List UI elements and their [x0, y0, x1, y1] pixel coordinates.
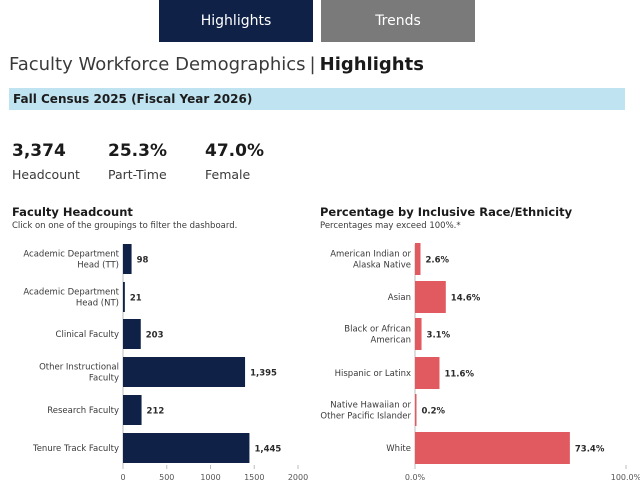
race-chart-subtitle: Percentages may exceed 100%.*	[320, 221, 461, 231]
race-category-label: Black or African	[344, 325, 411, 335]
race-bar	[415, 357, 440, 389]
race-chart-title: Percentage by Inclusive Race/Ethnicity	[320, 205, 573, 219]
headcount-tick-label: 1000	[200, 473, 220, 480]
headcount-bar[interactable]	[123, 282, 125, 312]
race-tick-label: 100.0%	[611, 473, 640, 480]
headcount-tick-label: 2000	[288, 473, 308, 480]
headcount-value-label: 98	[137, 256, 149, 266]
headcount-bar[interactable]	[123, 244, 132, 274]
kpi-female-label: Female	[205, 167, 251, 182]
headcount-category-label[interactable]: Head (TT)	[77, 261, 119, 271]
headcount-value-label: 1,445	[254, 445, 281, 455]
race-bar	[415, 394, 417, 426]
headcount-value-label: 1,395	[250, 369, 277, 379]
headcount-category-label[interactable]: Academic Department	[23, 288, 119, 298]
headcount-value-label: 212	[147, 407, 165, 417]
kpi-part-time-label: Part-Time	[108, 167, 167, 182]
kpi-part-time: 25.3% Part-Time	[108, 141, 167, 182]
kpi-female-value: 47.0%	[205, 141, 264, 161]
headcount-category-label[interactable]: Other Instructional	[39, 363, 119, 373]
kpi-part-time-value: 25.3%	[108, 141, 167, 161]
race-category-label: Asian	[388, 293, 411, 303]
race-value-label: 73.4%	[575, 445, 605, 455]
headcount-category-label[interactable]: Faculty	[89, 374, 119, 384]
race-category-label: White	[386, 444, 411, 454]
headcount-category-label[interactable]: Tenure Track Faculty	[32, 444, 119, 454]
headcount-bar[interactable]	[123, 395, 142, 425]
headcount-value-label: 203	[146, 331, 164, 341]
tab-highlights[interactable]: Highlights	[159, 0, 313, 42]
headcount-category-label[interactable]: Academic Department	[23, 250, 119, 260]
race-bar	[415, 432, 570, 464]
tab-trends[interactable]: Trends	[321, 0, 475, 42]
headcount-bar[interactable]	[123, 433, 250, 463]
race-category-label: Other Pacific Islander	[320, 412, 411, 422]
headcount-bar[interactable]	[123, 319, 141, 349]
race-value-label: 11.6%	[444, 370, 474, 380]
page-title-text: Faculty Workforce Demographics	[9, 54, 306, 75]
page-title: Faculty Workforce Demographics | Highlight…	[9, 54, 424, 75]
race-category-label: Hispanic or Latinx	[335, 369, 411, 379]
race-value-label: 14.6%	[451, 294, 481, 304]
headcount-chart-title: Faculty Headcount	[12, 205, 133, 219]
kpi-female: 47.0% Female	[205, 141, 264, 182]
race-bar	[415, 318, 422, 350]
census-banner: Fall Census 2025 (Fiscal Year 2026)	[9, 88, 625, 110]
race-category-label: Alaska Native	[353, 261, 411, 271]
race-value-label: 0.2%	[422, 407, 446, 417]
kpi-headcount: 3,374 Headcount	[12, 141, 80, 182]
headcount-tick-label: 0	[120, 473, 125, 480]
race-category-label: American	[371, 336, 411, 346]
headcount-tick-label: 500	[159, 473, 174, 480]
title-separator: |	[309, 54, 316, 75]
race-value-label: 3.1%	[427, 331, 451, 341]
race-category-label: American Indian or	[330, 250, 411, 260]
headcount-category-label[interactable]: Clinical Faculty	[56, 330, 119, 340]
race-value-label: 2.6%	[425, 256, 449, 266]
kpi-headcount-value: 3,374	[12, 141, 66, 161]
headcount-value-label: 21	[130, 294, 142, 304]
kpi-headcount-label: Headcount	[12, 167, 80, 182]
headcount-category-label[interactable]: Head (NT)	[76, 299, 119, 309]
headcount-chart-subtitle: Click on one of the groupings to filter …	[12, 221, 238, 231]
race-bar	[415, 243, 421, 275]
race-tick-label: 0.0%	[405, 473, 426, 480]
headcount-bar[interactable]	[123, 357, 246, 387]
page-section: Highlights	[319, 54, 424, 75]
headcount-tick-label: 1500	[244, 473, 264, 480]
race-bar	[415, 281, 446, 313]
headcount-category-label[interactable]: Research Faculty	[47, 406, 119, 416]
race-category-label: Native Hawaiian or	[330, 401, 411, 411]
